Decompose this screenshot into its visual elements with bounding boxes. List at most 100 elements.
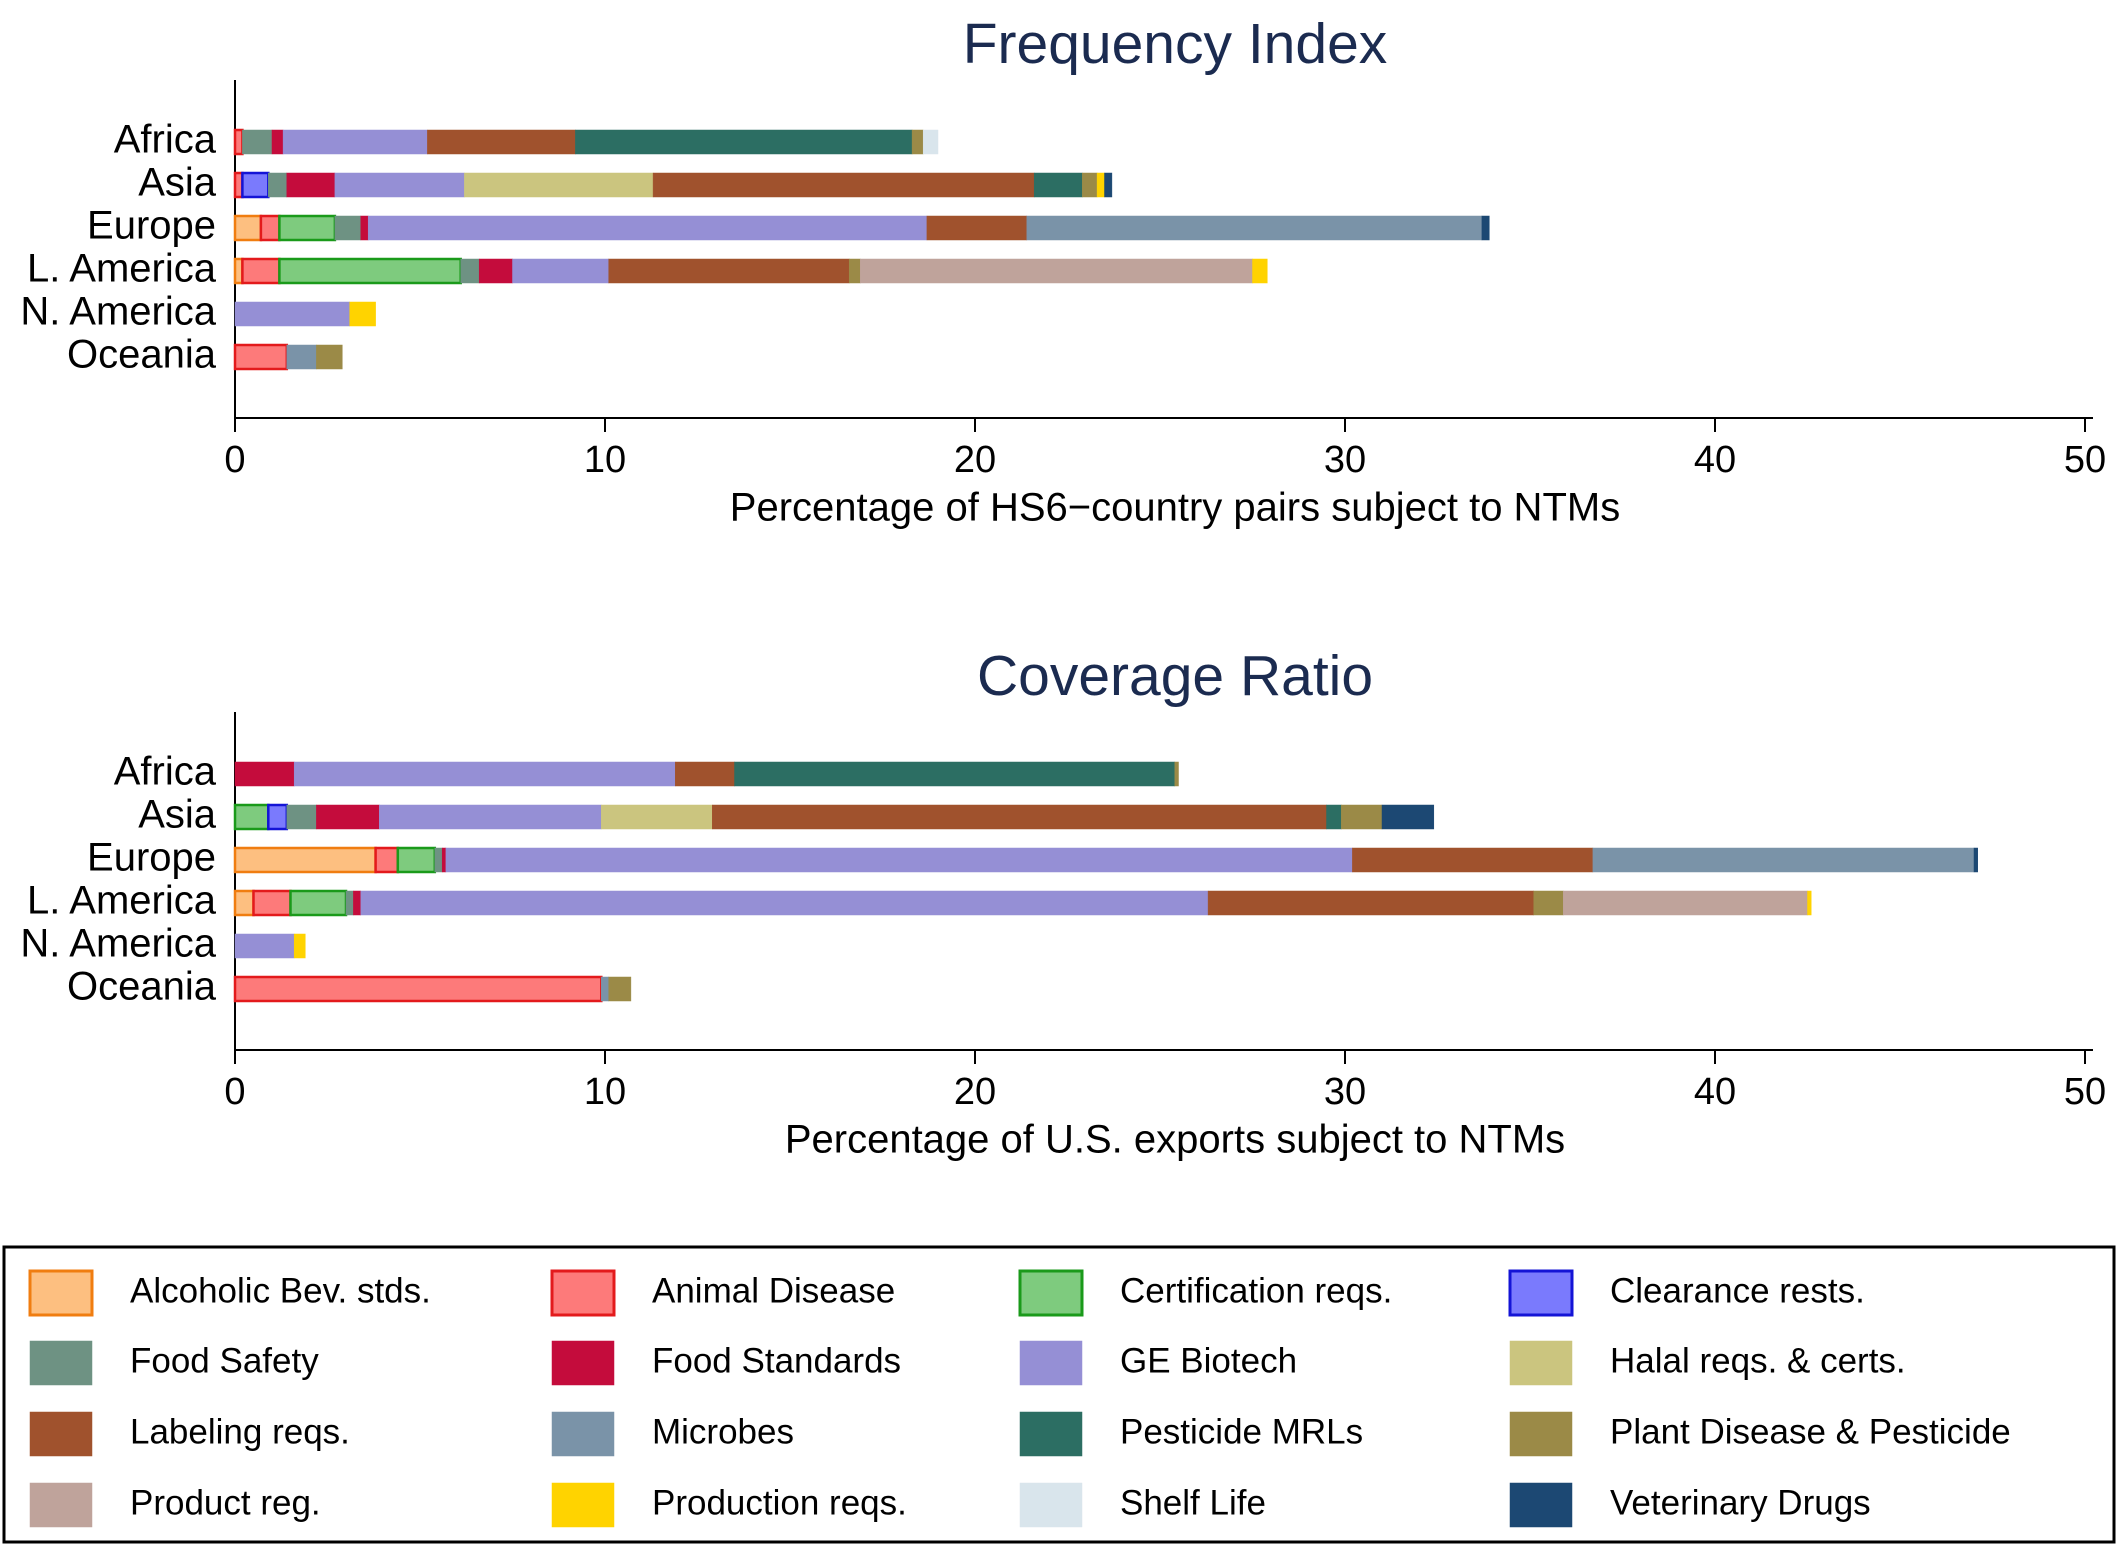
bar-segment-labeling-reqs: [1352, 847, 1594, 873]
bar-segment-product-reg: [860, 258, 1253, 284]
x-tick-label: 50: [2064, 1071, 2106, 1113]
bar-segment-veterinary-drugs: [1104, 172, 1113, 198]
bar-segment-labeling-reqs: [712, 804, 1327, 830]
legend-label: Pesticide MRLs: [1120, 1412, 1363, 1451]
bar-segment-ge-biotech: [360, 890, 1209, 916]
bar-segment-pesticide-mrls: [575, 129, 913, 155]
bar-segment-food-safety: [242, 129, 273, 155]
legend-swatch-plant-disease-pesticide: [1509, 1411, 1573, 1457]
legend-swatch-pesticide-mrls: [1019, 1411, 1083, 1457]
chart-title: Coverage Ratio: [977, 644, 1373, 708]
category-label: Asia: [138, 161, 217, 205]
x-tick-label: 20: [954, 439, 996, 481]
category-label: N. America: [20, 922, 216, 966]
bar-segment-certification-reqs: [278, 257, 462, 285]
bar-segment-ge-biotech: [445, 847, 1353, 873]
category-label: Oceania: [67, 965, 217, 1009]
bar-segment-food-standards: [478, 258, 513, 284]
chart-panel-1: Frequency Index 0 10 20 30 40 50 Percentage of …: [20, 12, 2106, 530]
legend-label: Production reqs.: [652, 1483, 907, 1522]
legend-label: Animal Disease: [652, 1271, 895, 1310]
bar-segment-food-standards: [441, 847, 447, 873]
bar-segment-clearance-rests: [267, 803, 289, 831]
bar-segment-food-safety: [286, 804, 317, 830]
bar-segment-ge-biotech: [293, 761, 676, 787]
legend-label: Labeling reqs.: [130, 1412, 350, 1451]
legend-label: Food Safety: [130, 1341, 319, 1380]
legend-label: Certification reqs.: [1120, 1271, 1392, 1310]
bar-segment-animal-disease: [374, 846, 400, 874]
x-tick-label: 20: [954, 1071, 996, 1113]
legend-swatch-certification-reqs: [1018, 1269, 1084, 1317]
bar-segment-production-reqs: [1252, 258, 1268, 284]
legend-swatch-product-reg: [29, 1482, 93, 1528]
bar-segment-plant-disease-pesticide: [1533, 890, 1564, 916]
legend-swatch-microbes: [551, 1411, 615, 1457]
legend-swatch-shelf-life: [1019, 1482, 1083, 1528]
legend-swatch-clearance-rests: [1508, 1269, 1574, 1317]
bar-segment-production-reqs: [1096, 172, 1105, 198]
bar-segment-microbes: [1592, 847, 1975, 873]
bar-segment-food-standards: [271, 129, 284, 155]
bar-segment-animal-disease: [233, 128, 244, 156]
bar-segment-pesticide-mrls: [1033, 172, 1083, 198]
bar-segment-veterinary-drugs: [1381, 804, 1435, 830]
category-label: N. America: [20, 290, 216, 334]
bar-segment-production-reqs: [293, 933, 306, 959]
x-tick-label: 40: [1694, 439, 1736, 481]
bar-segment-ge-biotech: [334, 172, 465, 198]
bar-segment-plant-disease-pesticide: [316, 344, 343, 370]
bar-segment-labeling-reqs: [926, 215, 1028, 241]
bar-segment-alcoholic-bev-stds: [233, 846, 377, 874]
bar-segment-certification-reqs: [233, 803, 270, 831]
bar-segment-certification-reqs: [289, 889, 348, 917]
bar-segment-ge-biotech: [367, 215, 928, 241]
legend-label: Plant Disease & Pesticide: [1610, 1412, 2011, 1451]
bar-segment-microbes: [601, 976, 609, 1002]
bar-segment-animal-disease: [259, 214, 281, 242]
legend-label: Product reg.: [130, 1483, 321, 1522]
bar-segment-plant-disease-pesticide: [1341, 804, 1383, 830]
x-tick-label: 0: [224, 1071, 245, 1113]
bar-segment-ge-biotech: [282, 129, 428, 155]
legend-label: Alcoholic Bev. stds.: [130, 1271, 431, 1310]
bar-segment-pesticide-mrls: [1326, 804, 1342, 830]
bar-segment-animal-disease: [252, 889, 292, 917]
legend-swatch-ge-biotech: [1019, 1340, 1083, 1386]
legend-swatch-veterinary-drugs: [1509, 1482, 1573, 1528]
bar-segment-clearance-rests: [241, 171, 270, 199]
bar-segment-animal-disease: [233, 975, 603, 1003]
legend-label: Veterinary Drugs: [1610, 1483, 1871, 1522]
bar-segment-labeling-reqs: [675, 761, 735, 787]
bar-segment-ge-biotech: [512, 258, 609, 284]
category-label: L. America: [27, 247, 217, 291]
bar-segment-labeling-reqs: [652, 172, 1035, 198]
bar-segment-halal-reqs-certs: [601, 804, 713, 830]
bar-segment-food-safety: [334, 215, 362, 241]
bar-segment-shelf-life: [922, 129, 939, 155]
legend-label: Shelf Life: [1120, 1483, 1266, 1522]
bar-segment-production-reqs: [1807, 890, 1812, 916]
legend-swatch-labeling-reqs: [29, 1411, 93, 1457]
bar-segment-food-standards: [286, 172, 336, 198]
bar-segment-certification-reqs: [396, 846, 437, 874]
bar-segment-food-standards: [360, 215, 369, 241]
bar-segment-plant-disease-pesticide: [911, 129, 924, 155]
bar-segment-halal-reqs-certs: [464, 172, 654, 198]
bar-segment-food-safety: [268, 172, 288, 198]
legend: Alcoholic Bev. stds. Animal Disease Certif…: [2, 1245, 2116, 1544]
bar-segment-ge-biotech: [234, 301, 350, 327]
chart-panel-2: Coverage Ratio 0 10 20 30 40 50 Percentage of U…: [20, 644, 2106, 1162]
legend-swatch-alcoholic-bev-stds: [28, 1269, 94, 1317]
bar-segment-labeling-reqs: [608, 258, 850, 284]
bar-segment-animal-disease: [241, 257, 281, 285]
bar-segment-microbes: [286, 344, 317, 370]
bar-segment-labeling-reqs: [427, 129, 576, 155]
bar-segment-food-standards: [353, 890, 362, 916]
legend-label: GE Biotech: [1120, 1341, 1297, 1380]
x-tick-label: 10: [584, 1071, 626, 1113]
x-tick-label: 50: [2064, 439, 2106, 481]
category-label: L. America: [27, 879, 217, 923]
bar-segment-microbes: [1026, 215, 1483, 241]
category-label: Africa: [114, 750, 217, 794]
